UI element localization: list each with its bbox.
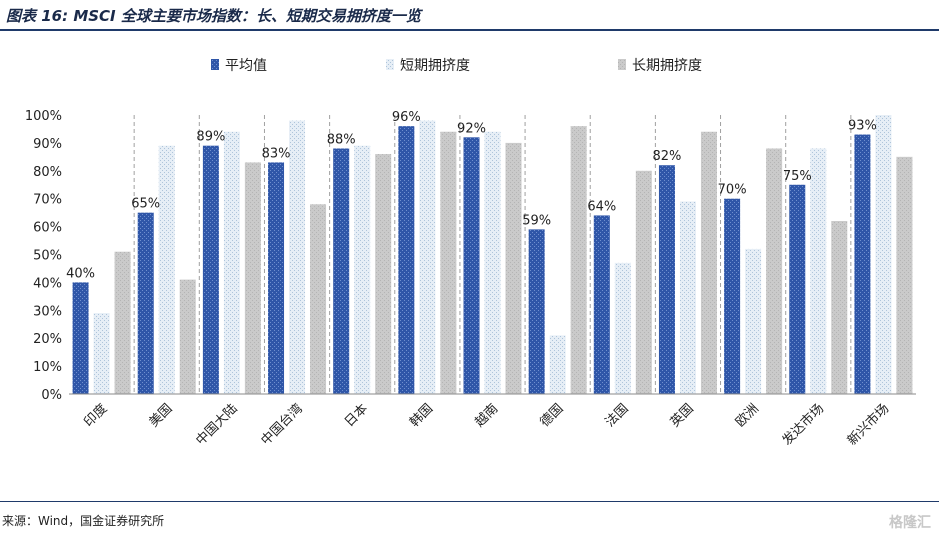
bar-long xyxy=(831,221,848,394)
bar-short xyxy=(419,120,436,394)
watermark: 格隆汇 xyxy=(889,515,931,531)
data-label-avg: 59% xyxy=(522,213,551,228)
x-tick-label: 越南 xyxy=(472,401,502,431)
data-label-avg: 96% xyxy=(392,110,421,125)
x-tick-label: 中国台湾 xyxy=(258,401,306,449)
data-label-avg: 83% xyxy=(262,146,291,161)
bar-long xyxy=(114,251,131,394)
bar-long xyxy=(570,126,587,394)
data-label-avg: 75% xyxy=(783,169,812,184)
bar-avg xyxy=(72,282,89,394)
bar-avg xyxy=(528,229,545,394)
bar-short xyxy=(745,248,762,394)
y-tick-label: 100% xyxy=(25,109,62,124)
y-tick-label: 20% xyxy=(33,332,62,347)
category-separators xyxy=(133,115,852,394)
bar-avg xyxy=(463,137,480,394)
legend-label-long: 长期拥挤度 xyxy=(632,58,702,74)
chart-title: 图表 16: MSCI 全球主要市场指数：长、短期交易拥挤度一览 xyxy=(6,7,421,25)
bars xyxy=(72,115,913,395)
bar-short xyxy=(614,262,631,394)
bar-short xyxy=(875,115,892,394)
bar-avg xyxy=(854,134,871,394)
x-tick-label: 德国 xyxy=(537,401,566,430)
bar-avg xyxy=(658,165,675,394)
x-tick-label: 中国大陆 xyxy=(193,401,241,449)
y-tick-label: 70% xyxy=(33,193,62,208)
y-tick-label: 10% xyxy=(33,360,62,375)
legend-swatch-long xyxy=(618,59,626,70)
bar-avg xyxy=(593,215,610,394)
x-tick-label: 发达市场 xyxy=(779,401,827,449)
source-note: 来源：Wind，国金证券研究所 xyxy=(2,514,165,528)
data-label-avg: 65% xyxy=(131,197,160,212)
bar-short xyxy=(484,131,501,395)
data-label-avg: 93% xyxy=(848,119,877,134)
x-tick-label: 日本 xyxy=(342,401,371,430)
y-tick-label: 40% xyxy=(33,276,62,291)
legend-swatch-short xyxy=(386,59,394,70)
bar-avg xyxy=(398,126,415,394)
bar-short xyxy=(679,201,696,394)
bar-short xyxy=(354,145,371,394)
bar-short xyxy=(549,335,566,394)
bar-long xyxy=(505,142,522,394)
x-axis: 印度 美国 中国大陆 中国台湾 日本 韩国 越南 德国 法国 英国 欧洲 发达市场 新兴市场 xyxy=(81,401,893,449)
bar-short xyxy=(289,120,306,394)
bar-short xyxy=(158,145,175,394)
bar-short xyxy=(93,313,110,394)
bar-avg xyxy=(202,145,219,394)
bar-long xyxy=(179,279,196,394)
y-tick-label: 30% xyxy=(33,304,62,319)
footer-rule xyxy=(0,501,939,502)
x-tick-label: 英国 xyxy=(668,401,697,430)
title-rule xyxy=(0,29,939,31)
bar-long xyxy=(310,204,327,394)
bar-avg xyxy=(789,184,806,394)
bar-avg xyxy=(724,198,741,394)
data-label-avg: 89% xyxy=(196,130,225,145)
bar-avg xyxy=(137,212,154,394)
bar-long xyxy=(896,156,913,394)
bar-avg xyxy=(333,148,350,394)
y-tick-label: 60% xyxy=(33,221,62,236)
y-axis: 0% 10% 20% 30% 40% 50% 60% 70% 80% 90% 100% xyxy=(25,109,62,403)
data-labels: 40% 65% 89% 83% 88% 96% 92% 59% 64% 82% 70% 75% 93% xyxy=(66,110,877,281)
x-tick-label: 印度 xyxy=(81,401,111,431)
data-label-avg: 40% xyxy=(66,266,95,281)
bar-long xyxy=(375,154,392,394)
y-tick-label: 50% xyxy=(33,249,62,264)
x-tick-label: 韩国 xyxy=(407,401,436,430)
bar-long xyxy=(766,148,783,394)
legend: 平均值 短期拥挤度 长期拥挤度 xyxy=(211,58,702,74)
data-label-avg: 88% xyxy=(327,132,356,147)
legend-swatch-avg xyxy=(211,59,219,70)
x-tick-label: 欧洲 xyxy=(733,401,762,430)
legend-label-short: 短期拥挤度 xyxy=(400,58,470,74)
x-tick-label: 美国 xyxy=(147,401,176,430)
bar-short xyxy=(223,131,240,395)
data-label-avg: 70% xyxy=(718,183,747,198)
data-label-avg: 82% xyxy=(653,149,682,164)
y-tick-label: 90% xyxy=(33,137,62,152)
y-tick-label: 0% xyxy=(41,388,62,403)
data-label-avg: 92% xyxy=(457,121,486,136)
bar-long xyxy=(440,131,457,395)
legend-label-avg: 平均值 xyxy=(225,58,267,74)
bar-long xyxy=(700,131,717,395)
data-label-avg: 64% xyxy=(587,199,616,214)
bar-avg xyxy=(268,162,285,394)
bar-long xyxy=(244,162,261,394)
x-tick-label: 法国 xyxy=(603,401,632,430)
bar-long xyxy=(635,170,652,394)
y-tick-label: 80% xyxy=(33,165,62,180)
bar-short xyxy=(810,148,827,394)
chart-canvas: 平均值 短期拥挤度 长期拥挤度 0% 10% 20% 30% 40% 50% 60% 70% 8… xyxy=(25,58,916,449)
x-tick-label: 新兴市场 xyxy=(844,401,892,449)
